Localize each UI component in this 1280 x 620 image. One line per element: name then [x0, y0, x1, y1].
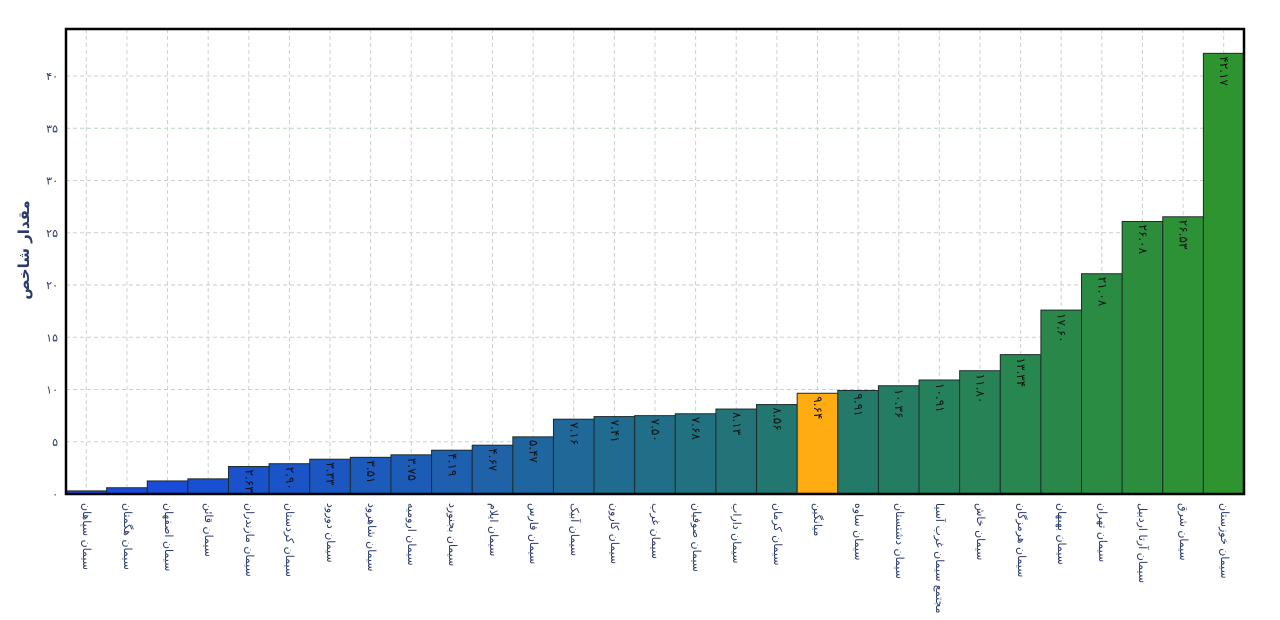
- bar-value-label: ۱۷.۶۰: [1055, 313, 1069, 343]
- x-tick-label: مجتمع سیمان غرب آسیا: [933, 503, 947, 614]
- bar-value-label: ۲.۶۳: [242, 470, 256, 494]
- x-tick-label: سیمان دورود: [324, 503, 338, 563]
- y-tick-label: ۲۰: [46, 279, 58, 292]
- bar: [512, 436, 554, 495]
- bar-value-label: ۷.۵۰: [649, 419, 663, 442]
- y-tick-label: ۲۵: [46, 227, 58, 240]
- y-tick-label: ۵: [52, 436, 58, 449]
- x-tick-label: سیمان دشتستان: [892, 503, 906, 579]
- x-tick-label: سیمان ارومیه: [405, 503, 419, 566]
- bar: [1202, 52, 1245, 495]
- x-tick-label: سیمان بهبهان: [1055, 503, 1069, 565]
- y-tick-label: ۳۵: [46, 122, 58, 135]
- y-tick-label: ۰: [52, 488, 58, 501]
- bar-value-label: ۱۰.۳۶: [892, 389, 906, 419]
- x-tick-label: سیمان هرمزگان: [1014, 503, 1028, 578]
- x-tick-label: سیمان فارس: [527, 503, 541, 565]
- bar-value-label: ۸.۵۶: [770, 408, 784, 431]
- x-tick-label: سیمان بجنورد: [445, 503, 459, 567]
- plot-frame: [64, 27, 1246, 496]
- bar-value-label: ۱۱.۸۰: [973, 374, 987, 404]
- bar-value-label: ۴۲.۱۷: [1217, 56, 1231, 86]
- bar-value-label: ۸.۱۳: [730, 412, 744, 436]
- bar: [674, 413, 717, 495]
- bar: [634, 415, 676, 495]
- x-tick-label: سیمان خاش: [973, 503, 987, 561]
- y-tick-label: ۳۰: [46, 175, 58, 188]
- bar-value-label: ۴.۱۹: [445, 453, 459, 476]
- bar-value-label: ۷.۴۱: [608, 420, 622, 443]
- bar: [390, 454, 433, 495]
- bar-value-label: ۷.۶۸: [689, 417, 703, 441]
- bar: [471, 444, 514, 495]
- bar: [1162, 216, 1204, 495]
- bar-value-label: ۲.۹۰: [283, 467, 297, 490]
- bar: [146, 480, 189, 495]
- bar: [877, 385, 920, 495]
- bar: [187, 478, 229, 495]
- bar-value-label: ۴.۶۷: [486, 448, 500, 472]
- x-tick-label: سیمان سپاهان: [80, 503, 94, 570]
- bar-value-label: ۲۶.۰۸: [1136, 224, 1150, 254]
- bar-value-label: ۱۳.۳۴: [1014, 358, 1028, 388]
- x-tick-label: سیمان خوزستان: [1217, 503, 1231, 579]
- bar: [756, 404, 798, 495]
- bar: [268, 463, 311, 495]
- bar: [1121, 220, 1164, 495]
- bar: [552, 418, 595, 495]
- bar: [715, 408, 758, 495]
- x-tick-label: سیمان داراب: [730, 503, 744, 564]
- y-tick-label: ۱۵: [46, 331, 58, 344]
- x-tick-label: سیمان شرق: [1177, 503, 1191, 561]
- bar-value-label: ۳.۵۱: [364, 460, 378, 483]
- bar-value-label: ۲۱.۰۸: [1095, 277, 1109, 307]
- x-tick-label: سیمان ساوه: [852, 503, 866, 561]
- x-tick-label: سیمان ایلام: [486, 503, 500, 557]
- x-tick-label: سیمان اصفهان: [161, 503, 175, 572]
- bar: [1040, 309, 1083, 495]
- bar: [431, 449, 473, 495]
- x-tick-label: سیمان هگمتان: [120, 503, 134, 570]
- x-tick-label: سیمان تهران: [1095, 503, 1109, 563]
- y-axis-title: مقدار شاخص: [15, 200, 33, 300]
- bar-value-label: ۳.۳۳: [324, 462, 338, 486]
- bar: [999, 354, 1042, 495]
- x-tick-label: سیمان شاهرود: [364, 503, 378, 572]
- bar-value-label: ۹.۶۴: [811, 396, 825, 419]
- x-tick-label: سیمان آرتا اردبیل: [1136, 503, 1150, 584]
- y-tick-label: ۱۰: [46, 384, 58, 397]
- x-tick-label: سیمان غرب: [649, 503, 662, 559]
- bar: [1081, 273, 1123, 495]
- bar-value-label: ۲۶.۵۳: [1177, 220, 1191, 250]
- bar-value-label: ۳.۷۵: [405, 458, 419, 481]
- x-tick-label: سیمان مازندران: [242, 503, 256, 577]
- x-tick-label: سیمان کرمان: [770, 503, 784, 566]
- x-tick-label: میانگین: [811, 503, 825, 537]
- x-tick-label: سیمان آبیک: [567, 503, 581, 557]
- x-tick-label: سیمان قائن: [202, 503, 216, 557]
- y-tick-label: ۴۰: [46, 70, 58, 83]
- x-tick-label: سیمان صوفیان: [689, 503, 703, 572]
- bar-value-label: ۵.۴۷: [527, 440, 541, 464]
- bar: [309, 458, 351, 495]
- bar: [918, 379, 961, 495]
- bar-value-label: ۱۰.۹۱: [933, 383, 947, 413]
- bar-value-label: ۷.۱۶: [567, 422, 581, 445]
- x-tick-label: سیمان کارون: [608, 503, 622, 565]
- bar-value-label: ۹.۹۱: [852, 393, 866, 416]
- x-tick-label: سیمان کردستان: [283, 503, 297, 577]
